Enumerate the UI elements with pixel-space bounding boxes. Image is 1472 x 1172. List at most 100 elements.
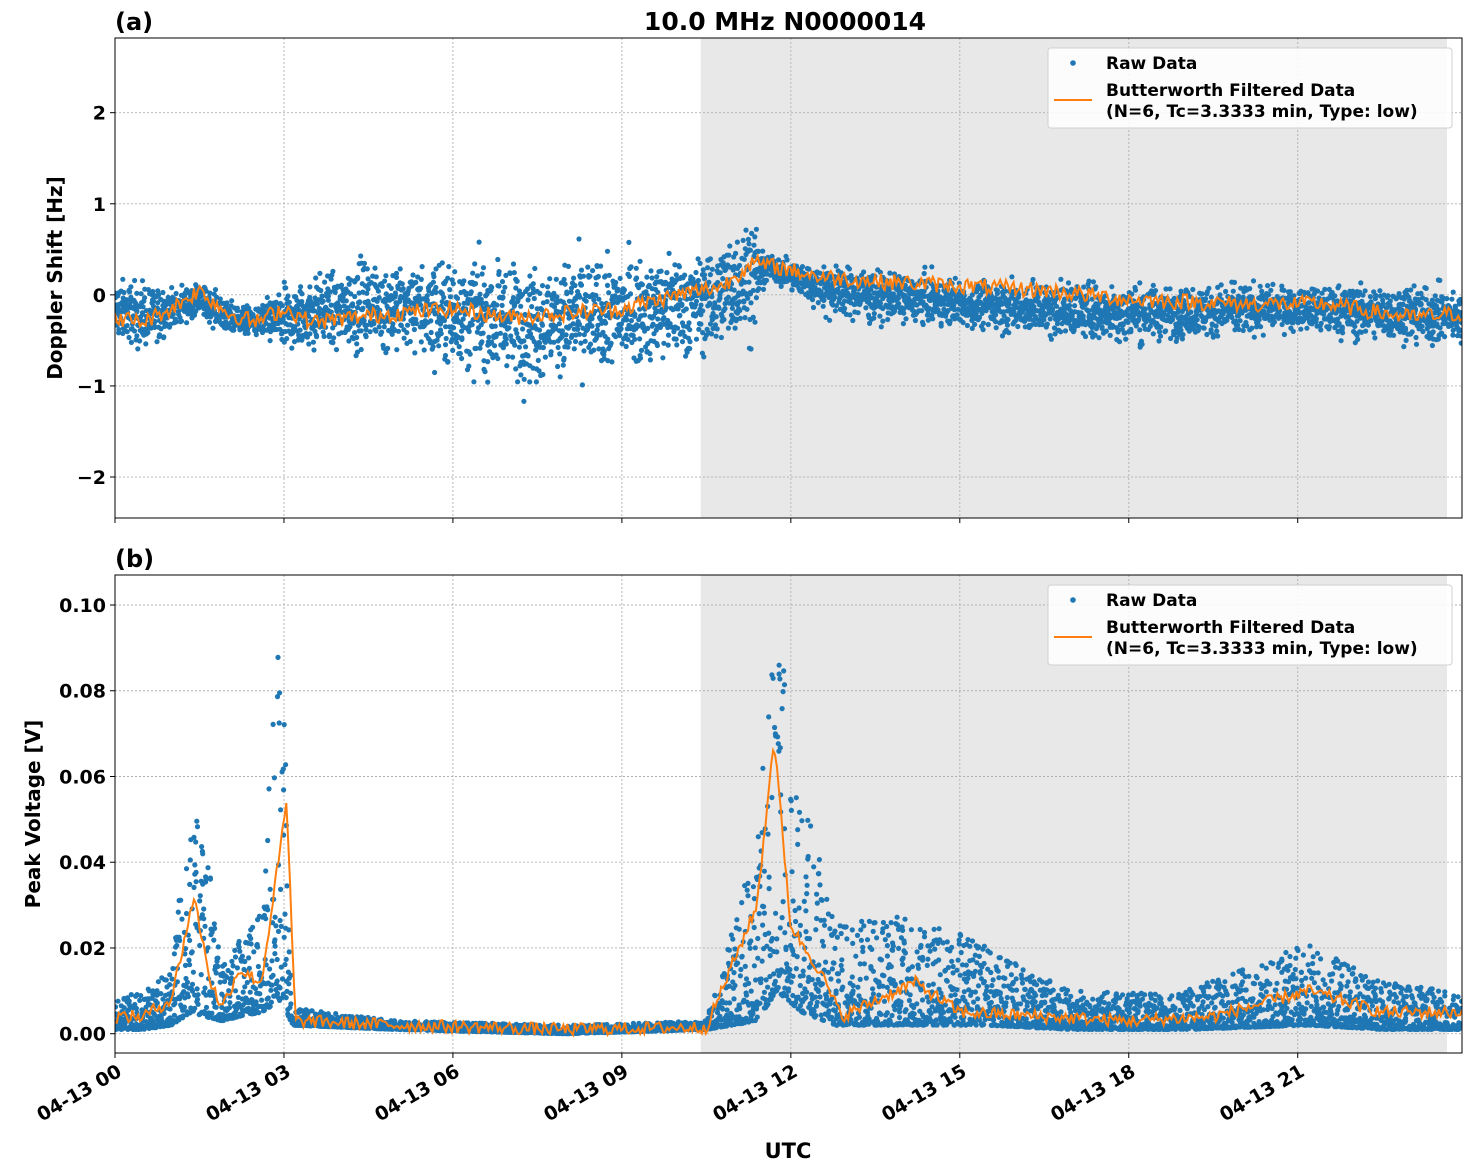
raw-data-point — [506, 325, 512, 331]
raw-data-point — [320, 329, 326, 335]
raw-data-point — [745, 236, 752, 242]
raw-data-point — [364, 322, 370, 328]
raw-data-point — [707, 256, 714, 262]
raw-data-point — [1156, 338, 1162, 344]
raw-data-point — [687, 339, 693, 345]
raw-data-point — [1449, 296, 1455, 302]
raw-data-point — [861, 269, 867, 275]
raw-data-point — [500, 289, 506, 295]
raw-data-point — [142, 295, 148, 301]
raw-data-point — [297, 327, 303, 333]
y-tick-label: 0 — [93, 285, 106, 307]
raw-data-point — [1158, 324, 1164, 330]
raw-data-point — [850, 317, 856, 324]
raw-data-point — [193, 308, 199, 314]
raw-data-point — [460, 316, 466, 322]
raw-data-point — [1223, 288, 1229, 295]
raw-data-point — [229, 298, 235, 304]
raw-data-point — [666, 250, 672, 256]
raw-data-point — [746, 241, 752, 247]
plot-area — [115, 226, 1462, 404]
raw-data-point — [1258, 324, 1264, 330]
raw-data-point — [442, 342, 449, 348]
raw-data-point — [531, 295, 537, 302]
raw-data-point — [545, 284, 551, 290]
raw-data-point — [306, 341, 312, 347]
raw-data-point — [562, 281, 568, 287]
raw-data-point — [713, 333, 719, 339]
raw-data-point — [395, 328, 402, 334]
raw-data-point — [1358, 280, 1364, 286]
raw-data-point — [1044, 321, 1050, 327]
raw-data-point — [496, 269, 502, 275]
raw-data-point — [1363, 328, 1369, 334]
raw-data-point — [367, 329, 373, 335]
raw-data-point — [441, 294, 447, 300]
raw-data-point — [320, 298, 326, 304]
raw-data-point — [593, 281, 599, 287]
raw-data-point — [280, 317, 286, 323]
raw-data-point — [929, 264, 935, 270]
raw-data-point — [756, 286, 762, 292]
raw-data-point — [363, 327, 369, 333]
raw-data-point — [264, 294, 270, 301]
raw-data-point — [747, 247, 754, 253]
raw-data-point — [1268, 287, 1274, 293]
raw-data-point — [820, 303, 826, 309]
raw-data-point — [459, 328, 465, 334]
raw-data-point — [679, 302, 685, 308]
raw-data-point — [383, 350, 389, 356]
raw-data-point — [540, 344, 547, 351]
raw-data-point — [361, 260, 367, 266]
raw-data-point — [390, 321, 396, 327]
raw-data-point — [590, 268, 596, 274]
raw-data-point — [1107, 332, 1113, 338]
raw-data-point — [831, 295, 838, 301]
raw-data-point — [1090, 321, 1096, 327]
raw-data-point — [903, 316, 909, 322]
raw-data-point — [687, 346, 693, 352]
raw-data-point — [469, 322, 475, 328]
raw-data-point — [1442, 334, 1448, 340]
raw-data-point — [1215, 333, 1221, 339]
raw-data-point — [734, 239, 741, 245]
raw-data-point — [1208, 327, 1214, 333]
raw-data-point — [397, 266, 403, 272]
raw-data-point — [489, 284, 495, 290]
raw-data-point — [1230, 288, 1236, 294]
raw-data-point — [118, 309, 124, 315]
raw-data-point — [832, 308, 839, 314]
raw-data-point — [348, 277, 354, 283]
raw-data-point — [810, 304, 817, 311]
raw-data-point — [521, 338, 527, 344]
raw-data-point — [1152, 288, 1159, 294]
raw-data-point — [799, 264, 806, 270]
raw-data-point — [760, 286, 767, 292]
raw-data-point — [160, 289, 166, 296]
raw-data-point — [365, 276, 371, 282]
raw-data-point — [331, 335, 337, 341]
raw-data-point — [596, 296, 602, 302]
raw-data-point — [878, 324, 884, 330]
raw-data-point — [234, 305, 240, 311]
raw-data-point — [608, 340, 614, 346]
raw-data-point — [314, 301, 320, 307]
raw-data-point — [701, 272, 708, 278]
raw-data-point — [863, 305, 869, 311]
raw-data-point — [717, 295, 723, 301]
raw-data-point — [601, 348, 607, 354]
raw-data-point — [413, 279, 419, 285]
raw-data-point — [554, 294, 560, 300]
raw-data-point — [626, 273, 633, 279]
raw-data-point — [253, 328, 259, 334]
raw-data-point — [673, 272, 679, 278]
raw-data-point — [731, 287, 737, 293]
raw-data-point — [701, 354, 707, 360]
raw-data-point — [693, 336, 700, 342]
raw-data-point — [137, 997, 143, 1004]
raw-data-point — [1096, 335, 1102, 341]
raw-data-point — [330, 340, 336, 346]
raw-data-point — [542, 354, 549, 360]
raw-data-point — [572, 282, 578, 289]
raw-data-point — [555, 363, 561, 370]
